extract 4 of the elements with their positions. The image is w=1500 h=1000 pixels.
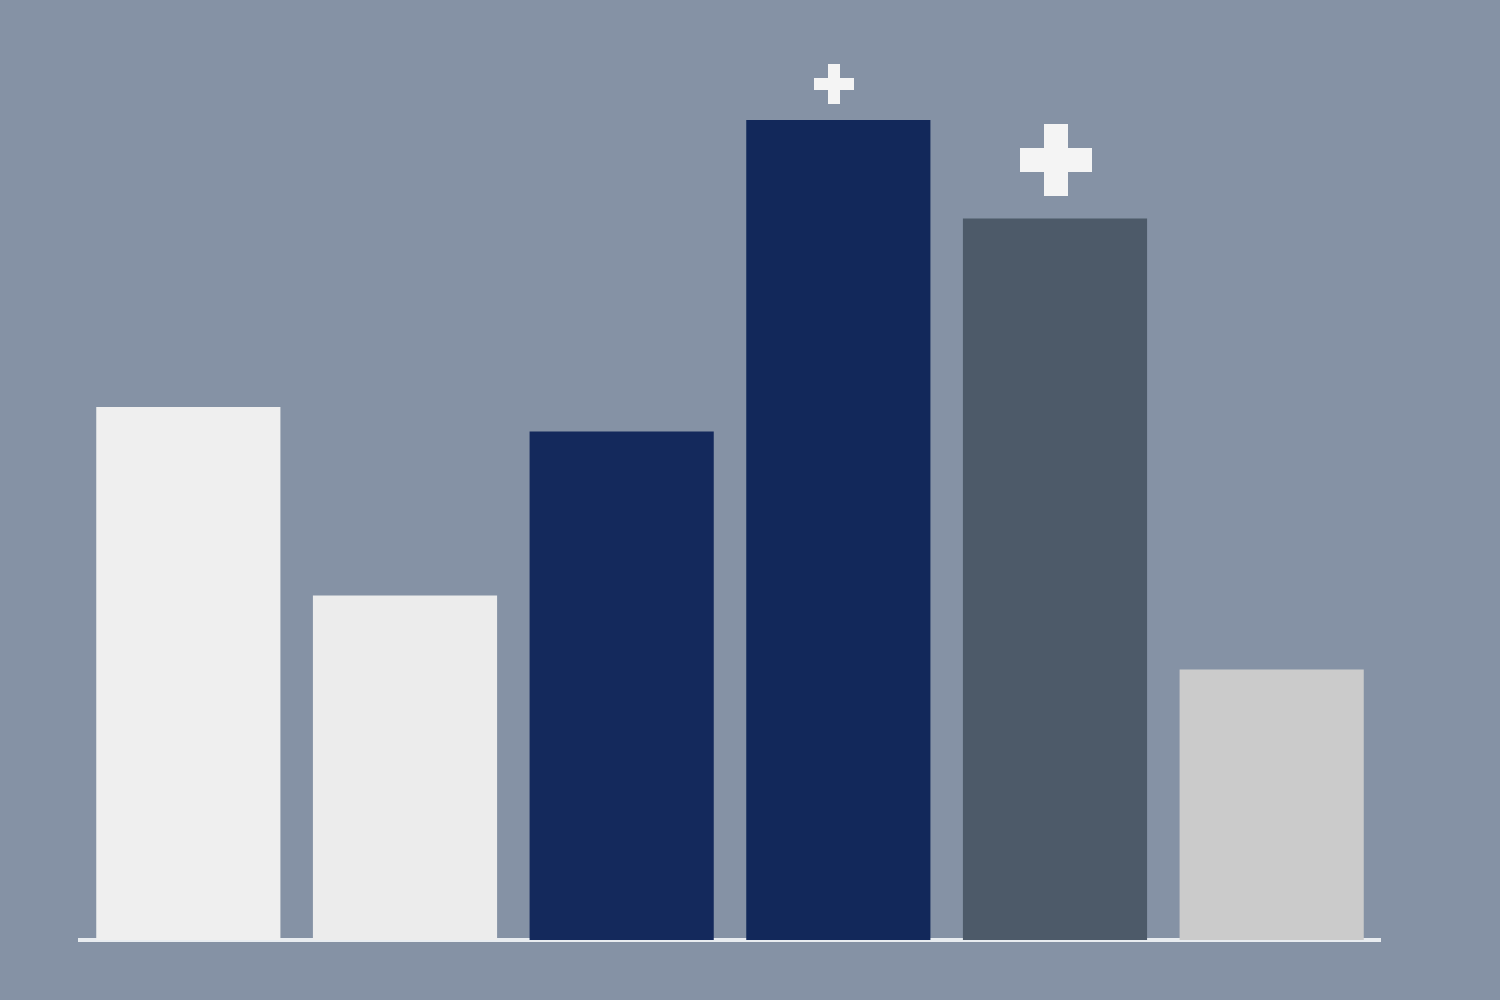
bar xyxy=(746,120,931,940)
bar xyxy=(529,431,714,940)
bar xyxy=(962,218,1148,940)
bar xyxy=(1179,669,1364,940)
